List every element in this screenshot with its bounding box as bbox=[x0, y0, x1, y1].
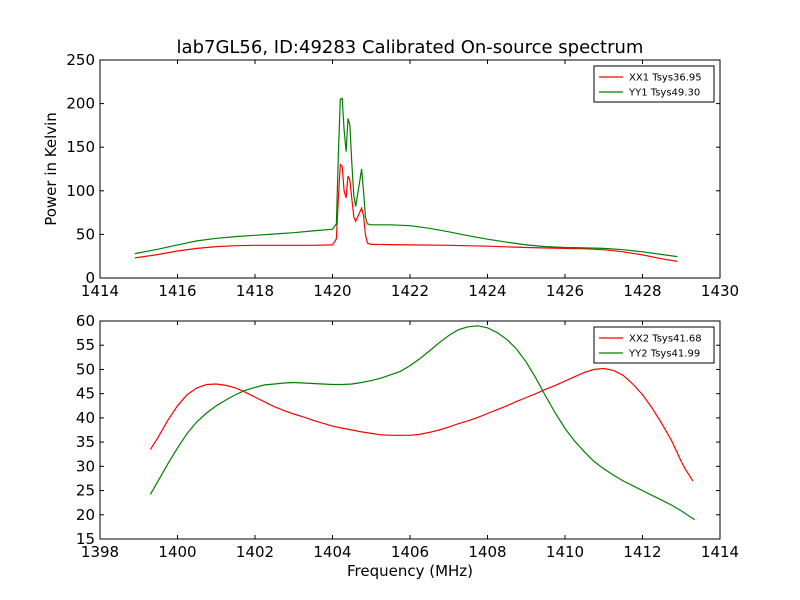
chart2-ytick-label: 45 bbox=[76, 385, 95, 403]
chart1-legend-box bbox=[593, 65, 715, 103]
chart1-series-line-1 bbox=[134, 163, 678, 262]
chart2-xtick-label: 1412 bbox=[623, 543, 661, 561]
chart2-xtick-label: 1404 bbox=[313, 543, 351, 561]
chart1-xtick-label: 1430 bbox=[701, 282, 739, 300]
figure-title: lab7GL56, ID:49283 Calibrated On-source … bbox=[177, 37, 644, 58]
chart2-ytick-label: 35 bbox=[76, 433, 95, 451]
chart1-ytick-label: 100 bbox=[66, 182, 95, 200]
chart2-xtick-label: 1408 bbox=[468, 543, 506, 561]
chart2-ytick-label: 40 bbox=[76, 409, 95, 427]
chart1-ytick-label: 250 bbox=[66, 51, 95, 69]
chart1-ytick-label: 0 bbox=[85, 269, 95, 287]
chart1-xtick-label: 1424 bbox=[468, 282, 506, 300]
chart2-ytick-label: 20 bbox=[76, 506, 95, 524]
chart2-legend-box bbox=[593, 326, 715, 364]
chart1-ylabel: Power in Kelvin bbox=[42, 112, 60, 226]
chart2-ytick-label: 30 bbox=[76, 457, 95, 475]
chart2-ytick-label: 25 bbox=[76, 482, 95, 500]
chart1-xtick-label: 1420 bbox=[313, 282, 351, 300]
chart1-xtick-label: 1428 bbox=[623, 282, 661, 300]
chart2-xtick-label: 1402 bbox=[236, 543, 274, 561]
chart1-xtick-label: 1422 bbox=[391, 282, 429, 300]
plots: 1414 1416 1418 1420 1422 1424 1426 1428 14300501… bbox=[42, 51, 739, 580]
chart1-legend-label-1: XX1 Tsys36.95 bbox=[629, 73, 702, 84]
chart1-series-line-2 bbox=[134, 97, 678, 258]
chart1-ytick-label: 50 bbox=[76, 225, 95, 243]
chart2-series-line-2 bbox=[149, 325, 696, 521]
chart2-xtick-label: 1400 bbox=[158, 543, 196, 561]
chart1-group: 1414 1416 1418 1420 1422 1424 1426 1428 1430 0 50 1… bbox=[42, 51, 739, 300]
chart1-xtick-label: 1418 bbox=[236, 282, 274, 300]
chart2-ytick-label: 55 bbox=[76, 336, 95, 354]
chart1-xtick-label: 1416 bbox=[158, 282, 196, 300]
chart2-ytick-label: 50 bbox=[76, 360, 95, 378]
chart2-group: 1398 1400 1402 1404 1406 1408 1410 1412 1414 15 20… bbox=[76, 312, 739, 580]
chart2-xtick-label: 1410 bbox=[546, 543, 584, 561]
chart2-ytick-label: 60 bbox=[76, 312, 95, 330]
chart2-series-line-1 bbox=[149, 367, 694, 482]
chart2-legend-label-2: YY2 Tsys41.99 bbox=[628, 349, 700, 360]
chart2-legend-label-1: XX2 Tsys41.68 bbox=[629, 334, 702, 345]
chart2-xtick-label: 1398 bbox=[81, 543, 119, 561]
chart1-ytick-label: 200 bbox=[66, 95, 95, 113]
chart2-xtick-label: 1406 bbox=[391, 543, 429, 561]
chart1-xtick-label: 1426 bbox=[546, 282, 584, 300]
chart1-legend-label-2: YY1 Tsys49.30 bbox=[628, 88, 700, 99]
chart2-ytick-label: 15 bbox=[76, 530, 95, 548]
chart1-legend: XX1 Tsys36.95 YY1 Tsys49.30 bbox=[593, 65, 715, 103]
chart2-legend: XX2 Tsys41.68 YY2 Tsys41.99 bbox=[593, 326, 715, 364]
chart1-ytick-label: 150 bbox=[66, 138, 95, 156]
chart1-xtick-label: 1414 bbox=[81, 282, 119, 300]
chart2-xtick-label: 1414 bbox=[701, 543, 739, 561]
chart2-xlabel: Frequency (MHz) bbox=[347, 562, 473, 580]
